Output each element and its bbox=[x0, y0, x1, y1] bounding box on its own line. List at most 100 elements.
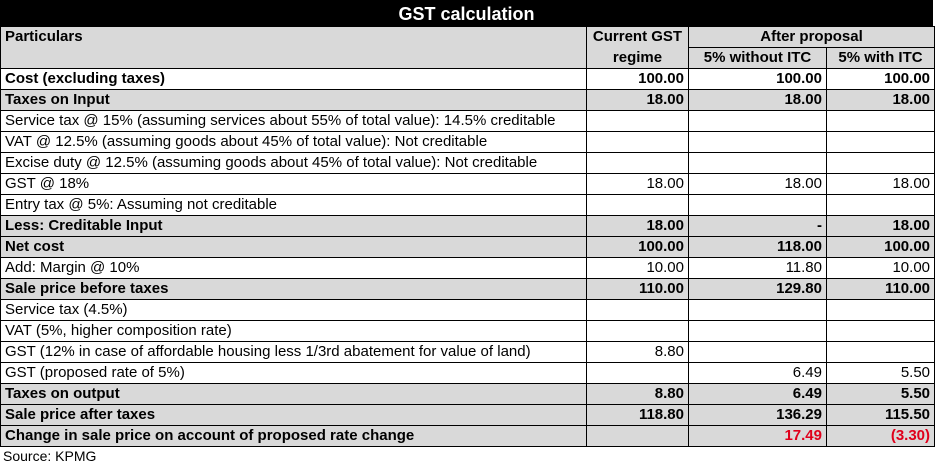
cell-without-itc: 6.49 bbox=[688, 383, 827, 405]
header-current-line1: Current GST bbox=[586, 26, 689, 48]
cell-without-itc: 6.49 bbox=[688, 362, 827, 384]
header-current-line2: regime bbox=[586, 47, 689, 69]
cell-with-itc bbox=[825, 341, 935, 363]
cell-with-itc bbox=[825, 131, 935, 153]
row-label: Less: Creditable Input bbox=[0, 215, 587, 237]
header-row-1: Particulars Current GST After proposal bbox=[0, 26, 935, 69]
cell-without-itc bbox=[688, 341, 827, 363]
cell-with-itc: 18.00 bbox=[825, 89, 935, 111]
cell-with-itc: 110.00 bbox=[825, 278, 935, 300]
header-row-2: regime 5% without ITC 5% with ITC bbox=[1, 47, 935, 69]
table-row: Service tax (4.5%) bbox=[0, 299, 935, 321]
cell-without-itc bbox=[688, 320, 827, 342]
cell-current-gst bbox=[586, 110, 689, 132]
cell-without-itc: 17.49 bbox=[688, 425, 827, 447]
cell-with-itc bbox=[825, 110, 935, 132]
cell-without-itc: 100.00 bbox=[688, 68, 827, 90]
row-label: Excise duty @ 12.5% (assuming goods abou… bbox=[0, 152, 587, 174]
row-label: Entry tax @ 5%: Assuming not creditable bbox=[0, 194, 587, 216]
cell-without-itc bbox=[688, 152, 827, 174]
cell-current-gst: 8.80 bbox=[586, 341, 689, 363]
header-after-proposal: After proposal bbox=[687, 26, 935, 48]
row-label: Net cost bbox=[0, 236, 587, 258]
cell-with-itc: 115.50 bbox=[825, 404, 935, 426]
table-row: Taxes on Input 18.00 18.00 18.00 bbox=[0, 89, 935, 111]
cell-without-itc bbox=[688, 110, 827, 132]
row-label: Sale price after taxes bbox=[0, 404, 587, 426]
row-label: Service tax (4.5%) bbox=[0, 299, 587, 321]
table-row: Entry tax @ 5%: Assuming not creditable bbox=[0, 194, 935, 216]
table-row: VAT @ 12.5% (assuming goods about 45% of… bbox=[0, 131, 935, 153]
cell-with-itc: 100.00 bbox=[825, 236, 935, 258]
table-title: GST calculation bbox=[0, 0, 933, 26]
row-label: VAT @ 12.5% (assuming goods about 45% of… bbox=[0, 131, 587, 153]
cell-without-itc: 118.00 bbox=[688, 236, 827, 258]
table-row: Sale price before taxes 110.00 129.80 110.0… bbox=[0, 278, 935, 300]
table-row: Change in sale price on account of propo… bbox=[0, 425, 935, 447]
row-label: Taxes on output bbox=[0, 383, 587, 405]
cell-without-itc: 11.80 bbox=[688, 257, 827, 279]
header-particulars: Particulars bbox=[0, 26, 587, 69]
cell-without-itc: 129.80 bbox=[688, 278, 827, 300]
cell-without-itc bbox=[688, 194, 827, 216]
header-without-itc: 5% without ITC bbox=[688, 47, 827, 69]
row-label: GST @ 18% bbox=[0, 173, 587, 195]
row-label: VAT (5%, higher composition rate) bbox=[0, 320, 587, 342]
cell-without-itc bbox=[688, 131, 827, 153]
cell-with-itc bbox=[825, 152, 935, 174]
cell-current-gst bbox=[586, 152, 689, 174]
cell-current-gst bbox=[586, 299, 689, 321]
cell-with-itc: 100.00 bbox=[825, 68, 935, 90]
table-row: Service tax @ 15% (assuming services abo… bbox=[0, 110, 935, 132]
table-row: Net cost 100.00 118.00 100.00 bbox=[0, 236, 935, 258]
cell-current-gst: 110.00 bbox=[586, 278, 689, 300]
table-row: VAT (5%, higher composition rate) bbox=[0, 320, 935, 342]
row-label: GST (12% in case of affordable housing l… bbox=[0, 341, 587, 363]
cell-current-gst bbox=[586, 131, 689, 153]
cell-with-itc: (3.30) bbox=[825, 425, 935, 447]
cell-current-gst: 118.80 bbox=[586, 404, 689, 426]
cell-current-gst: 18.00 bbox=[586, 89, 689, 111]
cell-current-gst: 18.00 bbox=[586, 215, 689, 237]
cell-current-gst bbox=[586, 320, 689, 342]
cell-current-gst: 100.00 bbox=[586, 68, 689, 90]
table-row: Less: Creditable Input 18.00-18.00 bbox=[0, 215, 935, 237]
cell-with-itc: 18.00 bbox=[825, 215, 935, 237]
cell-with-itc: 18.00 bbox=[825, 173, 935, 195]
cell-without-itc bbox=[688, 299, 827, 321]
table-row: Taxes on output 8.80 6.49 5.50 bbox=[0, 383, 935, 405]
table-row: Sale price after taxes 118.80 136.29 115.50 bbox=[0, 404, 935, 426]
cell-current-gst: 18.00 bbox=[586, 173, 689, 195]
row-label: GST (proposed rate of 5%) bbox=[0, 362, 587, 384]
cell-with-itc bbox=[825, 299, 935, 321]
gst-calculation-table: Particulars Current GST After proposal r… bbox=[0, 26, 935, 447]
row-label: Sale price before taxes bbox=[0, 278, 587, 300]
source-note: Source: KPMG bbox=[3, 448, 97, 464]
cell-current-gst: 100.00 bbox=[586, 236, 689, 258]
cell-current-gst bbox=[586, 362, 689, 384]
cell-current-gst bbox=[586, 194, 689, 216]
table-row: GST @ 18% 18.00 18.00 18.00 bbox=[0, 173, 935, 195]
table-row: Add: Margin @ 10% 10.00 11.80 10.00 bbox=[0, 257, 935, 279]
header-with-itc: 5% with ITC bbox=[825, 47, 935, 69]
cell-current-gst bbox=[586, 425, 689, 447]
table-row: GST (proposed rate of 5%) 6.49 5.50 bbox=[0, 362, 935, 384]
row-label: Change in sale price on account of propo… bbox=[0, 425, 587, 447]
cell-current-gst: 10.00 bbox=[586, 257, 689, 279]
cell-current-gst: 8.80 bbox=[586, 383, 689, 405]
cell-without-itc: 18.00 bbox=[688, 173, 827, 195]
cell-without-itc: 136.29 bbox=[688, 404, 827, 426]
cell-with-itc bbox=[825, 320, 935, 342]
row-label: Taxes on Input bbox=[0, 89, 587, 111]
cell-without-itc: 18.00 bbox=[688, 89, 827, 111]
cell-with-itc bbox=[825, 194, 935, 216]
cell-with-itc: 10.00 bbox=[825, 257, 935, 279]
cell-without-itc: - bbox=[688, 215, 827, 237]
row-label: Add: Margin @ 10% bbox=[0, 257, 587, 279]
table-row: Cost (excluding taxes) 100.00 100.00 100.00 bbox=[0, 68, 935, 90]
table-row: GST (12% in case of affordable housing l… bbox=[0, 341, 935, 363]
cell-with-itc: 5.50 bbox=[825, 383, 935, 405]
row-label: Service tax @ 15% (assuming services abo… bbox=[0, 110, 587, 132]
cell-with-itc: 5.50 bbox=[825, 362, 935, 384]
row-label: Cost (excluding taxes) bbox=[0, 68, 587, 90]
